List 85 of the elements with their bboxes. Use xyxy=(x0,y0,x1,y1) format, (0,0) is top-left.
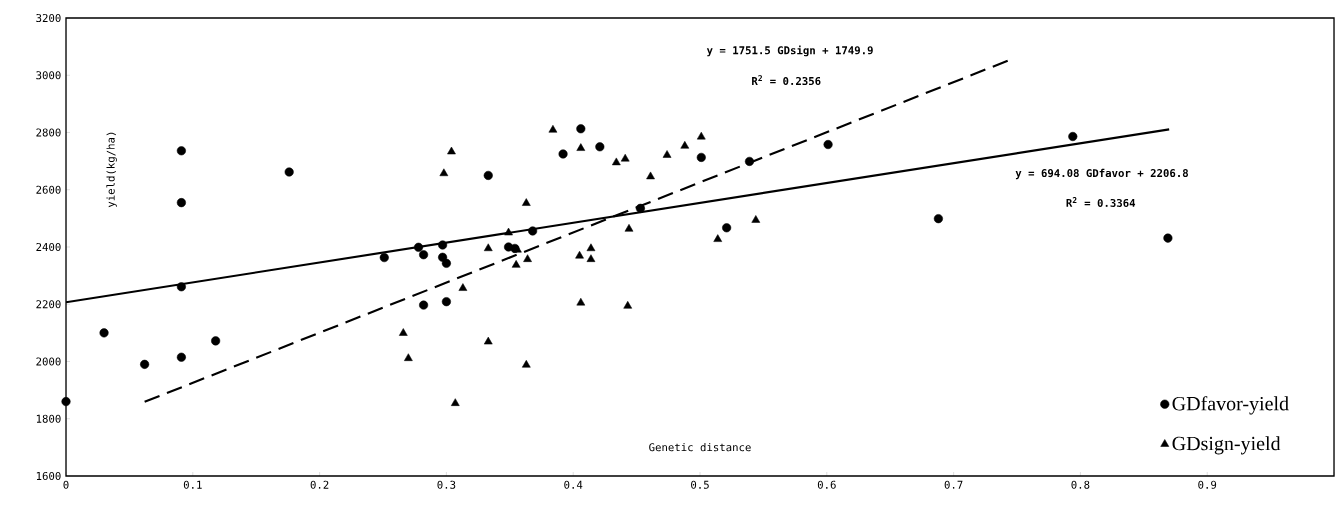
point xyxy=(558,149,568,159)
annotation: y = 694.08 GDfavor + 2206.8 xyxy=(1015,168,1188,180)
point xyxy=(680,141,690,149)
point xyxy=(99,328,109,338)
point xyxy=(176,198,186,208)
point xyxy=(379,253,389,263)
x-tick-label: 0.9 xyxy=(1198,480,1217,489)
point xyxy=(1068,131,1078,142)
y-tick-label: 1800 xyxy=(36,414,61,423)
point xyxy=(595,142,605,152)
y-tick-label: 2200 xyxy=(36,300,61,309)
point xyxy=(576,124,586,134)
point xyxy=(521,198,531,206)
point xyxy=(521,360,531,368)
point xyxy=(696,152,706,162)
x-tick-label: 0.6 xyxy=(817,480,836,489)
point xyxy=(441,297,451,307)
point xyxy=(504,227,513,236)
x-tick-label: 0.4 xyxy=(564,480,583,489)
point xyxy=(61,397,71,407)
x-tick-label: 0.5 xyxy=(691,480,709,489)
point xyxy=(458,283,468,291)
y-tick-label: 3200 xyxy=(36,13,61,23)
annotation: R$^{2}$ = 0.3364 xyxy=(1066,197,1136,207)
point xyxy=(576,297,586,306)
point xyxy=(511,260,521,268)
point xyxy=(441,258,451,268)
y-tick-label: 2000 xyxy=(36,357,61,366)
point xyxy=(447,146,456,155)
point xyxy=(635,203,645,213)
point xyxy=(662,150,672,158)
x-tick-label: 0.8 xyxy=(1071,480,1090,489)
point xyxy=(576,143,586,151)
point xyxy=(450,398,460,406)
x-axis-title: Genetic distance xyxy=(649,443,751,452)
y-tick-label: 2600 xyxy=(36,185,61,194)
point xyxy=(751,215,761,223)
point xyxy=(722,223,732,233)
annotation: y = 1751.5 GDsign + 1749.9 xyxy=(706,45,873,57)
point xyxy=(1163,233,1173,243)
point xyxy=(933,214,943,224)
point xyxy=(419,300,429,310)
point xyxy=(176,146,186,156)
legend-label: GDfavor-yield xyxy=(1172,396,1289,415)
point xyxy=(439,168,449,177)
y-tick-label: 3000 xyxy=(36,71,61,80)
point xyxy=(140,359,150,369)
x-tick-label: 0.3 xyxy=(437,480,456,489)
point xyxy=(211,336,221,346)
point xyxy=(483,170,493,180)
annotation: R$^{2}$ = 0.2356 xyxy=(752,75,821,86)
point xyxy=(623,301,633,309)
point xyxy=(713,234,723,242)
y-tick-label: 1600 xyxy=(36,471,61,481)
point xyxy=(624,224,634,232)
point xyxy=(744,156,754,166)
point xyxy=(176,352,186,362)
x-tick-label: 0.7 xyxy=(944,480,963,489)
point xyxy=(586,254,596,262)
x-tick-label: 0.2 xyxy=(310,480,329,489)
point xyxy=(612,157,621,166)
point xyxy=(548,124,558,133)
point xyxy=(528,226,538,236)
point xyxy=(483,336,493,345)
point xyxy=(696,131,706,140)
y-axis-title: yield(kg/ha) xyxy=(106,132,117,208)
x-tick-label: 0 xyxy=(63,480,69,489)
y-tick-label: 2800 xyxy=(36,128,61,137)
point xyxy=(483,243,493,252)
point xyxy=(523,254,532,262)
point xyxy=(176,282,186,292)
point xyxy=(404,353,413,361)
point xyxy=(823,139,833,150)
legend-label: GDsign-yield xyxy=(1172,436,1281,455)
point xyxy=(419,250,429,260)
point xyxy=(413,242,424,252)
point xyxy=(646,171,655,180)
point xyxy=(284,167,294,177)
point xyxy=(398,328,408,336)
point xyxy=(586,243,596,252)
point xyxy=(438,240,448,250)
point xyxy=(620,153,630,162)
point xyxy=(575,250,584,259)
x-tick-label: 0.1 xyxy=(183,480,202,489)
y-tick-label: 2400 xyxy=(36,242,61,252)
